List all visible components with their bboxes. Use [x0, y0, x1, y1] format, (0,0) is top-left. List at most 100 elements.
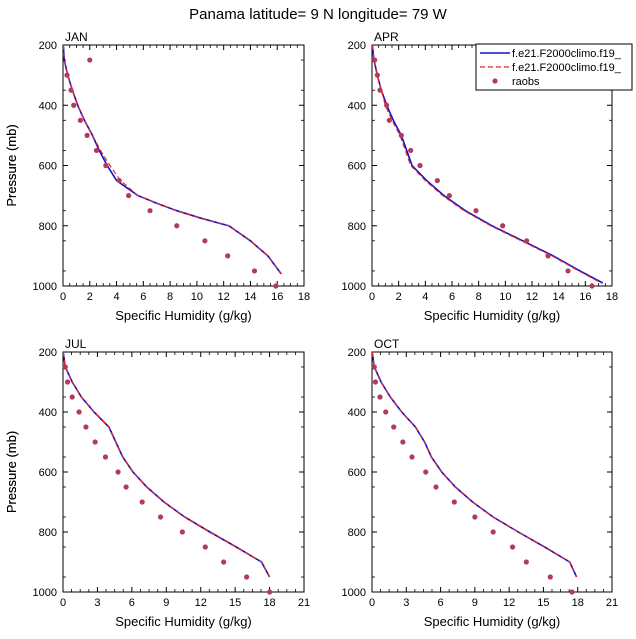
- panel-apr: APR 0 2 4 6 8 10 12 14 16 18 200 400 600 800 1000 Specif…: [4, 30, 618, 323]
- raobs-point: [68, 87, 74, 93]
- raobs-point: [423, 469, 429, 475]
- raobs-point: [473, 208, 479, 214]
- model-2-line: [63, 45, 282, 275]
- raobs-point: [266, 589, 273, 595]
- legend-box: [475, 43, 633, 91]
- x-tick-label: 6: [140, 291, 146, 303]
- raobs-point: [509, 544, 516, 550]
- x-tick-label: 4: [422, 291, 428, 303]
- model-2-line: [372, 45, 602, 284]
- x-tick-label: 4: [113, 291, 119, 303]
- x-tick-label: 3: [94, 597, 100, 609]
- x-tick-label: 10: [499, 291, 511, 303]
- raobs-point: [372, 379, 379, 385]
- raobs-point: [398, 132, 404, 138]
- y-tick-label: 600: [348, 467, 366, 479]
- raobs-point: [374, 72, 380, 78]
- raobs-point: [408, 147, 414, 154]
- model-2-line: [372, 352, 578, 578]
- x-tick-label: 18: [263, 597, 275, 609]
- raobs-point: [490, 529, 496, 535]
- y-tick-label: 800: [39, 527, 57, 539]
- raobs-point: [377, 394, 383, 400]
- raobs-point: [62, 364, 68, 370]
- x-tick-label: 18: [572, 597, 584, 609]
- raobs-point: [409, 454, 415, 460]
- raobs-point: [391, 424, 397, 430]
- legend-label: f.e21.F2000climo.f19_: [512, 48, 622, 60]
- y-axis-label: Pressure (mb): [4, 124, 19, 206]
- y-axis-label: Pressure (mb): [4, 431, 19, 513]
- y-tick-label: 400: [39, 100, 57, 112]
- x-tick-label: 9: [163, 597, 169, 609]
- y-axis-label: Pressure (mb): [4, 431, 19, 513]
- y-axis-label: Pressure (mb): [4, 124, 19, 206]
- plot-frame: [62, 351, 305, 593]
- raobs-point: [383, 409, 389, 415]
- legend-label: raobs: [512, 76, 540, 88]
- raobs-point: [64, 379, 71, 385]
- raobs-point: [372, 57, 378, 63]
- y-tick-label: 400: [348, 407, 366, 419]
- x-tick-label: 15: [229, 597, 241, 609]
- raobs-point: [500, 223, 506, 229]
- y-tick-label: 200: [348, 347, 366, 359]
- x-axis-label: Specific Humidity (g/kg): [424, 614, 561, 629]
- x-tick-label: 10: [191, 291, 203, 303]
- raobs-point: [565, 268, 571, 274]
- x-tick-label: 16: [579, 291, 591, 303]
- raobs-point: [116, 177, 122, 184]
- panel-label: JUL: [65, 337, 87, 351]
- panel-oct: OCT 0 3 6 9 12 15 18 21 200 400 600 800 1000 Specific …: [4, 337, 618, 629]
- raobs-point: [147, 208, 153, 214]
- x-tick-label: 3: [403, 597, 409, 609]
- x-tick-label: 14: [244, 291, 256, 303]
- plot-frame: [62, 44, 305, 287]
- series-group: [372, 45, 604, 284]
- panel-label: APR: [374, 30, 399, 44]
- x-tick-label: 8: [167, 291, 173, 303]
- x-tick-label: 2: [396, 291, 402, 303]
- y-tick-label: 1000: [33, 587, 57, 599]
- y-tick-label: 1000: [342, 281, 366, 293]
- raobs-point: [202, 238, 208, 244]
- raobs-point: [123, 484, 129, 490]
- raobs-point: [93, 147, 100, 154]
- x-tick-label: 18: [298, 291, 310, 303]
- x-tick-label: 0: [60, 597, 66, 609]
- raobs-point: [126, 193, 132, 199]
- x-tick-label: 2: [87, 291, 93, 303]
- y-tick-label: 200: [348, 40, 366, 52]
- y-tick-label: 400: [348, 100, 366, 112]
- x-tick-label: 9: [472, 597, 478, 609]
- x-tick-label: 12: [195, 597, 207, 609]
- x-tick-label: 6: [449, 291, 455, 303]
- raobs-point: [202, 544, 208, 550]
- x-axis-label: Specific Humidity (g/kg): [115, 614, 252, 629]
- x-tick-label: 0: [369, 597, 375, 609]
- raobs-point: [84, 132, 90, 138]
- y-tick-label: 400: [39, 407, 57, 419]
- raobs-point: [103, 162, 109, 169]
- y-tick-label: 1000: [33, 281, 57, 293]
- series-group: [63, 352, 271, 578]
- raobs-point: [87, 57, 93, 63]
- raobs-point: [92, 439, 98, 445]
- panel-jan: JAN 0 2 4 6 8 10 12 14 16 18 200 400 600 800 1000 Specif…: [4, 30, 310, 323]
- raobs-point: [434, 177, 440, 184]
- x-tick-label: 15: [537, 597, 549, 609]
- y-tick-label: 600: [39, 467, 57, 479]
- y-tick-label: 800: [348, 527, 366, 539]
- x-axis-label: Specific Humidity (g/kg): [424, 308, 561, 323]
- y-tick-label: 800: [348, 221, 366, 233]
- x-tick-label: 21: [606, 597, 618, 609]
- raobs-point: [524, 238, 530, 244]
- raobs-point: [77, 117, 84, 123]
- y-tick-label: 600: [39, 161, 57, 173]
- raobs-point: [115, 469, 121, 475]
- series-group: [372, 352, 578, 578]
- raobs-point: [157, 514, 164, 520]
- raobs-point: [523, 559, 529, 565]
- legend-label: f.e21.F2000climo.f19_: [512, 62, 622, 74]
